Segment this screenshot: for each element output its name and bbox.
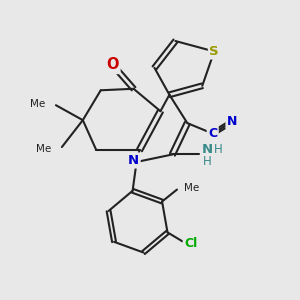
Text: N: N <box>128 154 139 167</box>
Text: O: O <box>106 57 119 72</box>
Text: Me: Me <box>184 183 199 193</box>
Text: C: C <box>208 127 217 140</box>
Text: H: H <box>203 154 212 167</box>
Text: H: H <box>213 142 222 156</box>
Text: S: S <box>209 45 219 58</box>
Text: Cl: Cl <box>184 237 197 250</box>
Text: N: N <box>202 142 213 156</box>
Text: Me: Me <box>30 99 46 109</box>
Text: N: N <box>227 115 237 128</box>
Text: Me: Me <box>36 143 52 154</box>
